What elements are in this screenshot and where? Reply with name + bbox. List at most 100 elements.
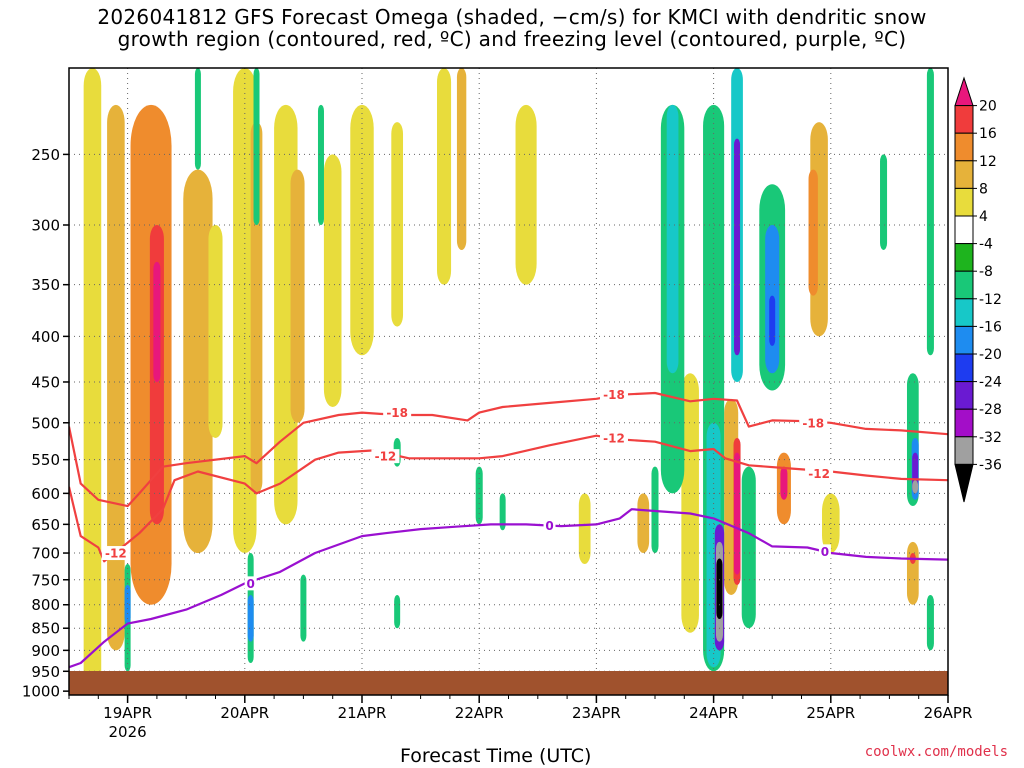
contour-label-bg-8 <box>543 518 556 533</box>
y-tick-label-250: 250 <box>31 146 60 164</box>
omega-cell-58 <box>300 574 307 642</box>
contour-dgz_minus12 <box>69 434 948 563</box>
omega-cell-55 <box>124 584 131 624</box>
y-tick-label-350: 350 <box>31 276 60 294</box>
omega-cell-53 <box>926 594 934 651</box>
x-tick-label-25APR: 25APR <box>806 704 855 722</box>
contour-label-8: 0 <box>545 519 553 533</box>
contour-label-5: -12 <box>603 431 625 445</box>
omega-shading <box>83 68 934 692</box>
omega-cell-52 <box>926 68 934 356</box>
omega-cell-12 <box>350 104 374 356</box>
omega-cell-34 <box>666 104 679 374</box>
y-tick-label-450: 450 <box>31 373 60 391</box>
omega-cell-19 <box>681 373 699 633</box>
omega-cell-17 <box>578 493 591 564</box>
omega-cell-61 <box>253 68 260 225</box>
omega-cell-16 <box>515 104 537 285</box>
omega-cell-40 <box>716 558 723 620</box>
contour-label-9: 0 <box>821 545 829 559</box>
contour-label-bg-9 <box>818 544 831 559</box>
x-tick-label-20APR: 20APR <box>220 704 269 722</box>
contour-label-bg-3 <box>101 546 130 561</box>
omega-cell-28 <box>906 541 919 605</box>
omega-cell-51 <box>912 480 919 494</box>
credit-link[interactable]: coolwx.com/models <box>864 744 1008 760</box>
contour-labels: -18 -18 -18 -12 -12 -12 -12 0 0 0 <box>101 387 834 591</box>
colorbar-swatch-5 <box>954 215 974 245</box>
colorbar-swatch-10 <box>954 353 974 383</box>
omega-cell-13 <box>391 122 404 327</box>
y-tick-label-650: 650 <box>31 516 60 534</box>
y-tick-label-400: 400 <box>31 328 60 346</box>
x-axis-title: Forecast Time (UTC) <box>400 745 592 767</box>
omega-cell-62 <box>317 104 324 225</box>
colorbar-label-7: -12 <box>979 292 1002 308</box>
omega-cell-15 <box>456 68 467 250</box>
contour-label-7: 0 <box>246 577 254 591</box>
colorbar-label-8: -16 <box>979 319 1002 335</box>
colorbar-swatch-9 <box>954 325 974 355</box>
omega-cell-57 <box>247 594 254 642</box>
omega-cell-6 <box>208 224 223 438</box>
contour-label-bg-4 <box>371 449 400 464</box>
contour-label-bg-6 <box>805 466 834 481</box>
y-tick-label-750: 750 <box>31 571 60 589</box>
omega-cell-32 <box>499 493 506 531</box>
x-tick-label-21APR: 21APR <box>338 704 387 722</box>
y-tick-label-950: 950 <box>31 663 60 681</box>
y-tick-label-550: 550 <box>31 451 60 469</box>
omega-cell-4 <box>153 261 161 382</box>
omega-cell-18 <box>637 493 650 554</box>
contour-label-bg-0 <box>383 405 412 420</box>
colorbar-swatch-1 <box>954 105 974 134</box>
y-tick-label-850: 850 <box>31 620 60 638</box>
colorbar: 20 16 12 8 4 -4 -8 -12 -16 -20 -24 -28 -32 -36 <box>954 76 1002 503</box>
colorbar-label-3: 8 <box>979 181 988 197</box>
omega-cell-26 <box>808 169 818 296</box>
colorbar-swatch-3 <box>954 160 974 189</box>
omega-cell-35 <box>651 466 659 554</box>
chart-title-line2: growth region (contoured, red, ºC) and f… <box>117 27 907 51</box>
contour-freezing_level <box>69 508 948 669</box>
omega-cell-46 <box>741 466 756 629</box>
y-tick-label-800: 800 <box>31 596 60 614</box>
omega-cell-22 <box>734 452 741 575</box>
chart-title-line1: 2026041812 GFS Forecast Omega (shaded, −… <box>97 5 927 29</box>
colorbar-swatch-12 <box>954 408 974 438</box>
omega-cell-11 <box>323 154 342 407</box>
colorbar-label-2: 12 <box>979 154 997 170</box>
contour-label-bg-2 <box>799 415 828 430</box>
terrain-ground <box>69 671 948 695</box>
contour-dgz_minus18 <box>69 391 948 508</box>
y-tick-label-900: 900 <box>31 642 60 660</box>
y-tick-label-600: 600 <box>31 485 60 503</box>
colorbar-label-13: -36 <box>979 457 1002 473</box>
contour-label-4: -12 <box>375 450 397 464</box>
x-tick-label-24APR: 24APR <box>689 704 738 722</box>
contour-label-6: -12 <box>808 467 830 481</box>
contour-label-1: -18 <box>603 388 625 402</box>
y-tick-label-300: 300 <box>31 216 60 234</box>
colorbar-label-12: -32 <box>979 430 1002 446</box>
omega-cell-24 <box>780 466 788 500</box>
contour-label-bg-7 <box>244 576 257 591</box>
colorbar-label-5: -4 <box>979 237 993 253</box>
colorbar-swatch-0 <box>954 76 974 107</box>
y-tick-label-700: 700 <box>31 545 60 563</box>
colorbar-label-4: 4 <box>979 209 988 225</box>
omega-cell-31 <box>475 466 483 525</box>
y-tick-label-1000: 1000 <box>22 683 60 701</box>
x-tick-label-23APR: 23APR <box>572 704 621 722</box>
colorbar-swatch-4 <box>954 187 974 217</box>
omega-cell-42 <box>734 138 741 356</box>
omega-cell-7 <box>233 68 257 554</box>
omega-cell-60 <box>194 68 201 170</box>
colorbar-label-11: -28 <box>979 402 1002 418</box>
colorbar-label-0: 20 <box>979 99 997 115</box>
omega-cell-1 <box>107 104 125 651</box>
omega-cell-5 <box>183 169 213 554</box>
colorbar-label-9: -20 <box>979 347 1002 363</box>
